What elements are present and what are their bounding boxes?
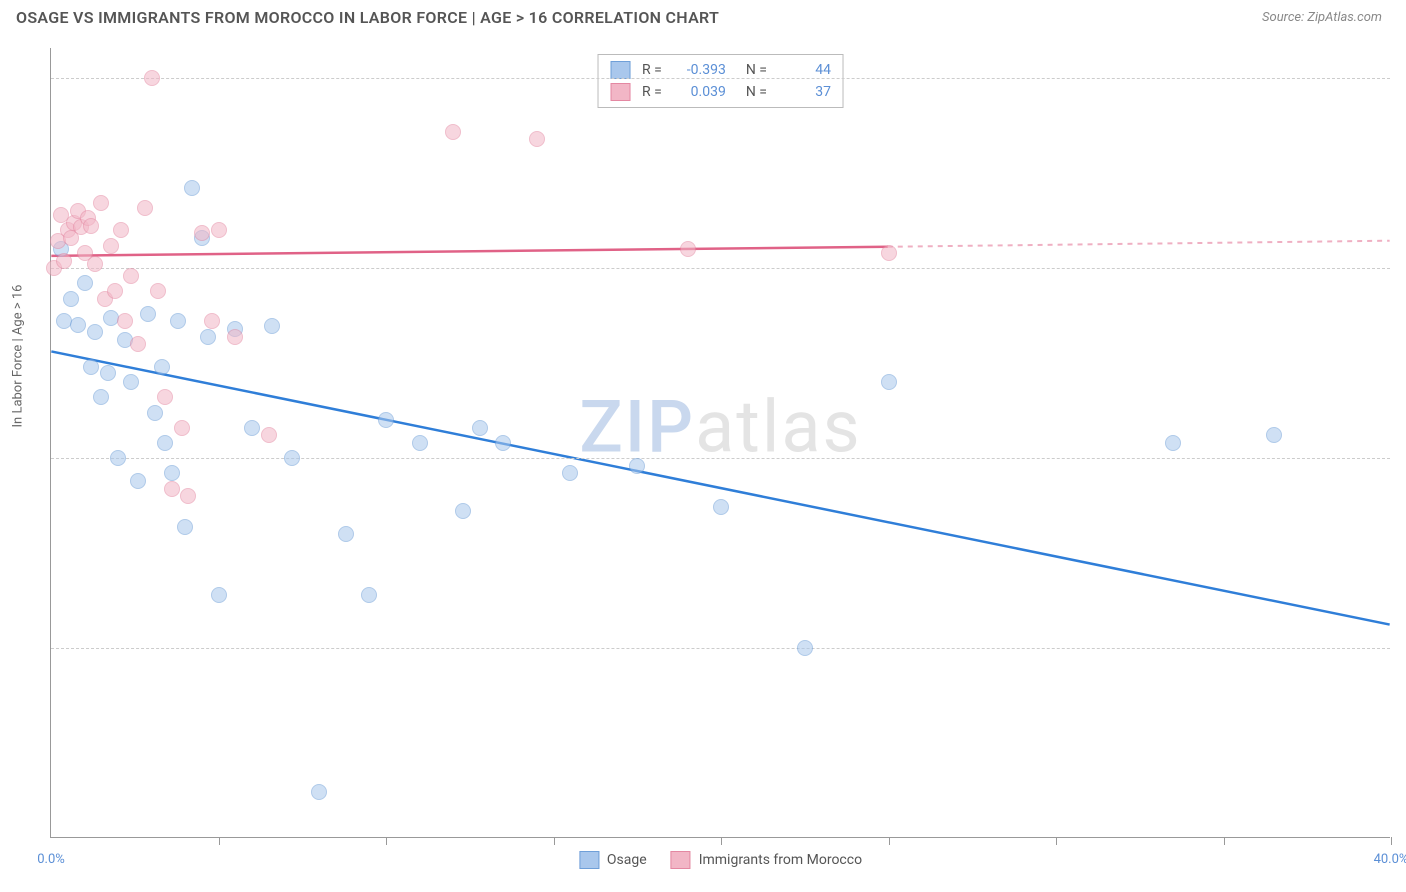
data-point bbox=[412, 435, 428, 451]
data-point bbox=[154, 359, 170, 375]
legend-item-morocco: Immigrants from Morocco bbox=[671, 851, 862, 869]
swatch-osage bbox=[579, 851, 599, 869]
data-point bbox=[455, 503, 471, 519]
gridline bbox=[51, 458, 1390, 459]
data-point bbox=[83, 359, 99, 375]
chart-plot-area: ZIPatlas R = -0.393 N = 44 R = 0.039 N =… bbox=[50, 48, 1390, 838]
data-point bbox=[130, 336, 146, 352]
data-point bbox=[164, 465, 180, 481]
data-point bbox=[103, 238, 119, 254]
correlation-legend: R = -0.393 N = 44 R = 0.039 N = 37 bbox=[597, 54, 844, 108]
data-point bbox=[881, 374, 897, 390]
y-tick-label: 80.0% bbox=[1395, 71, 1406, 86]
gridline bbox=[51, 268, 1390, 269]
data-point bbox=[63, 291, 79, 307]
data-point bbox=[70, 317, 86, 333]
x-tick bbox=[1391, 837, 1392, 845]
x-tick bbox=[554, 837, 555, 845]
data-point bbox=[144, 70, 160, 86]
x-tick-label: 40.0% bbox=[1374, 852, 1406, 867]
data-point bbox=[157, 435, 173, 451]
y-tick-label: 42.5% bbox=[1395, 641, 1406, 656]
data-point bbox=[338, 526, 354, 542]
legend-row-morocco: R = 0.039 N = 37 bbox=[610, 81, 831, 103]
data-point bbox=[445, 124, 461, 140]
y-tick-label: 55.0% bbox=[1395, 451, 1406, 466]
data-point bbox=[361, 587, 377, 603]
data-point bbox=[495, 435, 511, 451]
data-point bbox=[244, 420, 260, 436]
data-point bbox=[261, 427, 277, 443]
y-tick-label: 67.5% bbox=[1395, 261, 1406, 276]
data-point bbox=[194, 225, 210, 241]
data-point bbox=[123, 268, 139, 284]
data-point bbox=[157, 389, 173, 405]
chart-title: OSAGE VS IMMIGRANTS FROM MOROCCO IN LABO… bbox=[16, 8, 719, 27]
legend-item-osage: Osage bbox=[579, 851, 647, 869]
data-point bbox=[211, 587, 227, 603]
data-point bbox=[227, 329, 243, 345]
data-point bbox=[562, 465, 578, 481]
series-legend: Osage Immigrants from Morocco bbox=[579, 851, 862, 869]
data-point bbox=[130, 473, 146, 489]
x-tick bbox=[721, 837, 722, 845]
data-point bbox=[137, 200, 153, 216]
data-point bbox=[107, 283, 123, 299]
data-point bbox=[170, 313, 186, 329]
data-point bbox=[797, 640, 813, 656]
swatch-osage bbox=[610, 61, 630, 79]
x-tick bbox=[219, 837, 220, 845]
data-point bbox=[93, 195, 109, 211]
data-point bbox=[881, 245, 897, 261]
data-point bbox=[264, 318, 280, 334]
swatch-morocco bbox=[671, 851, 691, 869]
data-point bbox=[93, 389, 109, 405]
data-point bbox=[147, 405, 163, 421]
data-point bbox=[87, 256, 103, 272]
data-point bbox=[1165, 435, 1181, 451]
data-point bbox=[629, 458, 645, 474]
data-point bbox=[117, 313, 133, 329]
data-point bbox=[1266, 427, 1282, 443]
gridline bbox=[51, 78, 1390, 79]
data-point bbox=[100, 365, 116, 381]
x-tick bbox=[1056, 837, 1057, 845]
data-point bbox=[164, 481, 180, 497]
data-point bbox=[113, 222, 129, 238]
data-point bbox=[378, 412, 394, 428]
swatch-morocco bbox=[610, 83, 630, 101]
x-tick bbox=[1224, 837, 1225, 845]
data-point bbox=[204, 313, 220, 329]
data-point bbox=[284, 450, 300, 466]
data-point bbox=[56, 253, 72, 269]
data-point bbox=[87, 324, 103, 340]
data-point bbox=[472, 420, 488, 436]
data-point bbox=[77, 275, 93, 291]
source-attribution: Source: ZipAtlas.com bbox=[1262, 10, 1382, 25]
gridline bbox=[51, 648, 1390, 649]
data-point bbox=[83, 218, 99, 234]
watermark: ZIPatlas bbox=[579, 384, 861, 469]
x-tick-label: 0.0% bbox=[37, 852, 65, 867]
data-point bbox=[110, 450, 126, 466]
data-point bbox=[123, 374, 139, 390]
x-tick bbox=[386, 837, 387, 845]
data-point bbox=[529, 131, 545, 147]
data-point bbox=[200, 329, 216, 345]
trend-lines bbox=[51, 48, 1390, 837]
data-point bbox=[184, 180, 200, 196]
data-point bbox=[311, 784, 327, 800]
data-point bbox=[174, 420, 190, 436]
data-point bbox=[680, 241, 696, 257]
data-point bbox=[177, 519, 193, 535]
data-point bbox=[140, 306, 156, 322]
data-point bbox=[211, 222, 227, 238]
data-point bbox=[150, 283, 166, 299]
data-point bbox=[180, 488, 196, 504]
y-axis-label: In Labor Force | Age > 16 bbox=[11, 285, 26, 428]
data-point bbox=[713, 499, 729, 515]
x-tick bbox=[889, 837, 890, 845]
